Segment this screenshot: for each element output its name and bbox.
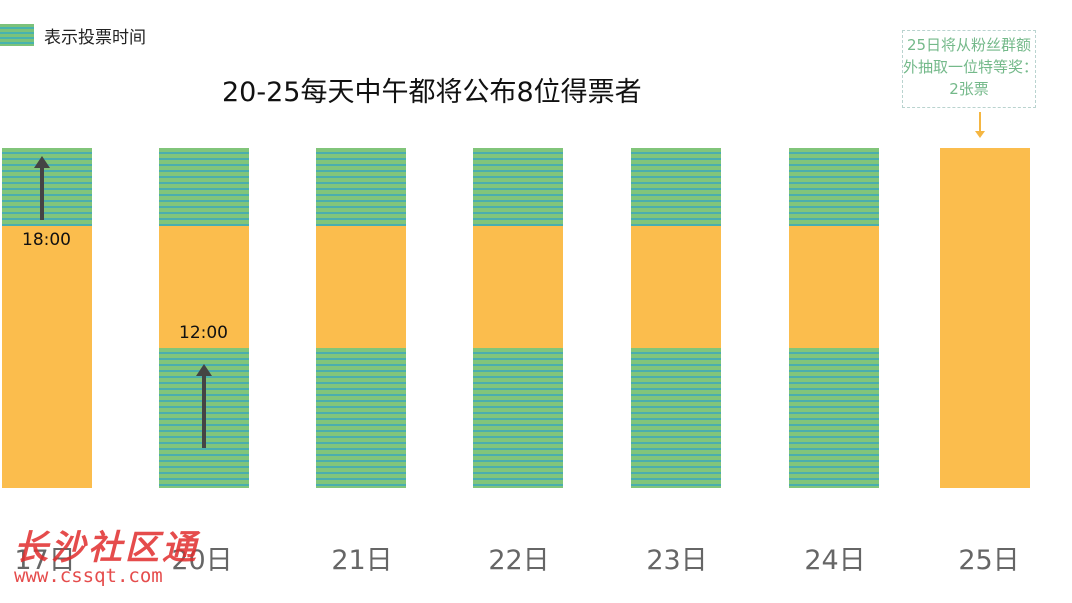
legend: 表示投票时间 [0,22,146,48]
bar-day-22 [473,148,563,488]
voting-stripe-top-day-23 [631,148,721,226]
voting-stripe-top-day-20 [159,148,249,226]
up-arrow-icon-day-17 [34,156,50,220]
note-line-3: 2张票 [949,80,989,98]
day-label-21: 21日 [331,545,393,576]
voting-stripe-bottom-day-22 [473,348,563,488]
voting-stripe-top-day-21 [316,148,406,226]
bar-day-25 [940,148,1030,488]
time-label-day-20: 12:00 [179,323,228,343]
bar-day-21 [316,148,406,488]
note-arrow-icon [975,112,985,138]
legend-label: 表示投票时间 [44,27,146,48]
voting-stripe-top-day-22 [473,148,563,226]
day-label-22: 22日 [488,545,550,576]
bar-day-17 [2,148,92,488]
day-label-23: 23日 [646,545,708,576]
voting-stripe-bottom-day-21 [316,348,406,488]
up-arrow-icon-day-20 [196,364,212,448]
voting-stripe-bottom-day-24 [789,348,879,488]
voting-stripe-bottom-day-23 [631,348,721,488]
bar-day-24 [789,148,879,488]
special-prize-note: 25日将从粉丝群额 外抽取一位特等奖： 2张票 [902,30,1039,108]
bar-day-23 [631,148,721,488]
legend-swatch [0,24,34,46]
day-label-24: 24日 [804,545,866,576]
day-label-20: 20日 [171,545,233,576]
diagram-title: 20-25每天中午都将公布8位得票者 [222,77,642,108]
voting-stripe-top-day-24 [789,148,879,226]
note-line-1: 25日将从粉丝群额 [906,36,1032,54]
watermark-main: 长沙社区通 [14,528,199,568]
watermark-url: www.cssqt.com [14,565,163,587]
time-label-day-17: 18:00 [22,230,71,250]
day-label-17: 17日 [14,545,76,576]
day-label-25: 25日 [958,545,1020,576]
note-line-2: 外抽取一位特等奖： [903,58,1039,76]
watermark: 长沙社区通 www.cssqt.com [14,520,199,587]
